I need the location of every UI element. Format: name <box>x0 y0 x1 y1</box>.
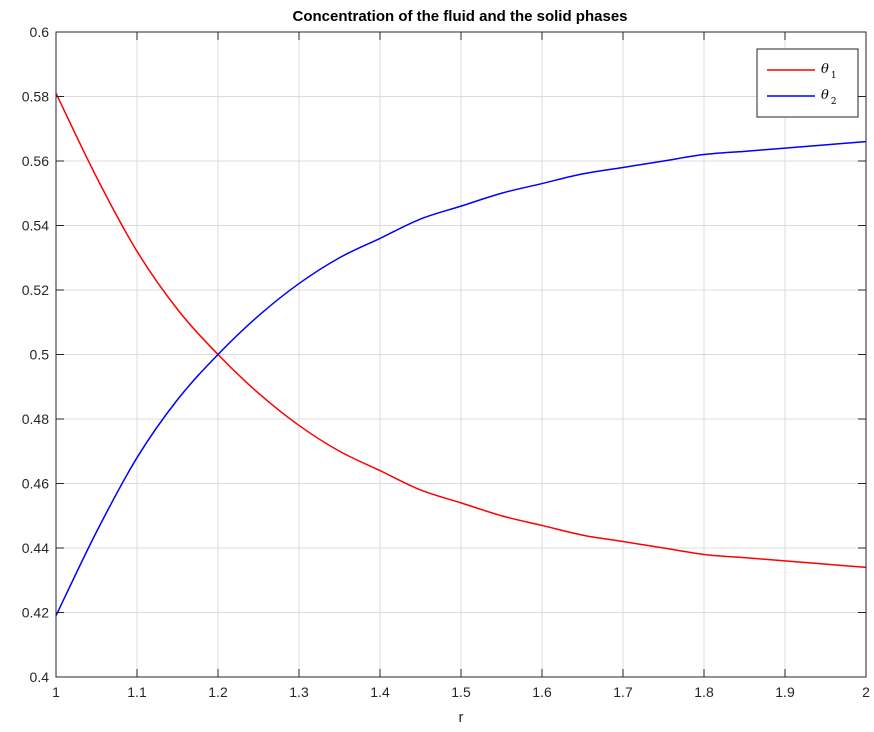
series-line-1 <box>55 92 867 569</box>
x-tick-labels: 1 1.1 1.2 1.3 1.4 1.5 1.6 1.7 1.8 1.9 2 <box>52 684 870 700</box>
chart-title: Concentration of the fluid and the solid… <box>292 8 627 25</box>
tick-marks <box>55 31 867 678</box>
x-tick-label: 1.6 <box>532 684 552 700</box>
x-tick-label: 1.4 <box>370 684 390 700</box>
x-tick-label: 1.8 <box>694 684 714 700</box>
y-tick-labels: 0.4 0.42 0.44 0.46 0.48 0.5 0.52 0.54 0.56 0.58 0.… <box>22 24 49 685</box>
y-tick-label: 0.44 <box>22 540 49 556</box>
legend: θ 1θ 2 <box>756 48 859 118</box>
x-tick-label: 1.9 <box>775 684 795 700</box>
y-tick-label: 0.5 <box>30 347 50 363</box>
y-tick-label: 0.56 <box>22 153 49 169</box>
y-tick-label: 0.42 <box>22 605 49 621</box>
y-tick-label: 0.54 <box>22 218 49 234</box>
x-tick-label: 1.1 <box>127 684 147 700</box>
series-line-2 <box>55 140 867 617</box>
y-tick-label: 0.52 <box>22 282 49 298</box>
series-lines <box>55 92 867 617</box>
y-tick-label: 0.4 <box>30 669 50 685</box>
x-tick-label: 1.5 <box>451 684 471 700</box>
x-tick-label: 1.2 <box>208 684 228 700</box>
grid-lines <box>56 32 866 677</box>
y-tick-label: 0.46 <box>22 476 49 492</box>
x-tick-label: 1 <box>52 684 60 700</box>
legend-box <box>756 48 859 118</box>
x-tick-label: 1.3 <box>289 684 309 700</box>
x-tick-label: 1.7 <box>613 684 633 700</box>
y-tick-label: 0.58 <box>22 89 49 105</box>
y-tick-label: 0.48 <box>22 411 49 427</box>
x-axis-label: r <box>459 709 464 726</box>
x-tick-label: 2 <box>862 684 870 700</box>
y-tick-label: 0.6 <box>30 24 50 40</box>
